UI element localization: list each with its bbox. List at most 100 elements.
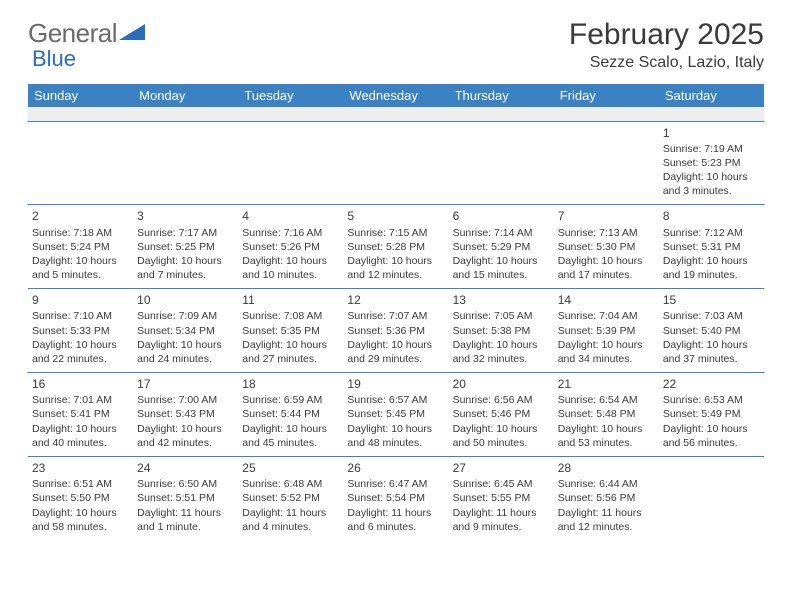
filler-cell	[449, 107, 554, 121]
sunset-line: Sunset: 5:25 PM	[137, 240, 234, 254]
calendar-day-cell: 8Sunrise: 7:12 AMSunset: 5:31 PMDaylight…	[659, 205, 764, 289]
sunrise-line: Sunrise: 6:50 AM	[137, 477, 234, 491]
day-header: Wednesday	[343, 84, 448, 107]
daylight-line: Daylight: 10 hours and 34 minutes.	[558, 338, 655, 366]
logo: General	[28, 18, 145, 49]
calendar-day-cell: 9Sunrise: 7:10 AMSunset: 5:33 PMDaylight…	[28, 289, 133, 373]
calendar-table: Sunday Monday Tuesday Wednesday Thursday…	[28, 84, 764, 540]
sunrise-line: Sunrise: 7:18 AM	[32, 226, 129, 240]
calendar-day-cell: 7Sunrise: 7:13 AMSunset: 5:30 PMDaylight…	[554, 205, 659, 289]
calendar-day-cell	[28, 121, 133, 205]
day-number: 16	[32, 376, 129, 392]
day-number: 20	[453, 376, 550, 392]
sunrise-line: Sunrise: 7:10 AM	[32, 309, 129, 323]
day-number: 18	[242, 376, 339, 392]
title-block: February 2025 Sezze Scalo, Lazio, Italy	[569, 18, 764, 72]
calendar-day-cell: 4Sunrise: 7:16 AMSunset: 5:26 PMDaylight…	[238, 205, 343, 289]
calendar-day-cell: 1Sunrise: 7:19 AMSunset: 5:23 PMDaylight…	[659, 121, 764, 205]
calendar-day-cell: 12Sunrise: 7:07 AMSunset: 5:36 PMDayligh…	[343, 289, 448, 373]
filler-cell	[238, 107, 343, 121]
day-number: 9	[32, 292, 129, 308]
day-number: 6	[453, 208, 550, 224]
day-header: Friday	[554, 84, 659, 107]
sunset-line: Sunset: 5:43 PM	[137, 407, 234, 421]
location: Sezze Scalo, Lazio, Italy	[569, 54, 764, 72]
sunset-line: Sunset: 5:28 PM	[347, 240, 444, 254]
calendar-day-cell	[659, 457, 764, 540]
daylight-line: Daylight: 10 hours and 48 minutes.	[347, 422, 444, 450]
calendar-day-cell: 6Sunrise: 7:14 AMSunset: 5:29 PMDaylight…	[449, 205, 554, 289]
filler-cell	[554, 107, 659, 121]
day-header: Tuesday	[238, 84, 343, 107]
day-header: Sunday	[28, 84, 133, 107]
calendar-day-cell: 15Sunrise: 7:03 AMSunset: 5:40 PMDayligh…	[659, 289, 764, 373]
day-number: 24	[137, 460, 234, 476]
logo-text-1: General	[28, 18, 117, 49]
sunrise-line: Sunrise: 6:53 AM	[663, 393, 760, 407]
calendar-day-cell: 21Sunrise: 6:54 AMSunset: 5:48 PMDayligh…	[554, 373, 659, 457]
sunrise-line: Sunrise: 7:03 AM	[663, 309, 760, 323]
sunrise-line: Sunrise: 6:45 AM	[453, 477, 550, 491]
calendar-day-cell: 17Sunrise: 7:00 AMSunset: 5:43 PMDayligh…	[133, 373, 238, 457]
sunset-line: Sunset: 5:52 PM	[242, 491, 339, 505]
sunset-line: Sunset: 5:36 PM	[347, 324, 444, 338]
sunrise-line: Sunrise: 7:19 AM	[663, 142, 760, 156]
day-number: 19	[347, 376, 444, 392]
daylight-line: Daylight: 10 hours and 56 minutes.	[663, 422, 760, 450]
day-number: 1	[663, 125, 760, 141]
sunset-line: Sunset: 5:55 PM	[453, 491, 550, 505]
logo-triangle-icon	[119, 22, 145, 42]
sunrise-line: Sunrise: 6:59 AM	[242, 393, 339, 407]
sunset-line: Sunset: 5:24 PM	[32, 240, 129, 254]
filler-cell	[343, 107, 448, 121]
day-number: 2	[32, 208, 129, 224]
day-number: 12	[347, 292, 444, 308]
sunset-line: Sunset: 5:49 PM	[663, 407, 760, 421]
daylight-line: Daylight: 10 hours and 40 minutes.	[32, 422, 129, 450]
month-title: February 2025	[569, 18, 764, 52]
sunset-line: Sunset: 5:45 PM	[347, 407, 444, 421]
calendar-header-row: Sunday Monday Tuesday Wednesday Thursday…	[28, 84, 764, 107]
calendar-week-row: 23Sunrise: 6:51 AMSunset: 5:50 PMDayligh…	[28, 457, 764, 540]
sunset-line: Sunset: 5:48 PM	[558, 407, 655, 421]
calendar-day-cell: 27Sunrise: 6:45 AMSunset: 5:55 PMDayligh…	[449, 457, 554, 540]
daylight-line: Daylight: 11 hours and 4 minutes.	[242, 506, 339, 534]
sunrise-line: Sunrise: 7:01 AM	[32, 393, 129, 407]
day-number: 10	[137, 292, 234, 308]
day-number: 27	[453, 460, 550, 476]
day-number: 7	[558, 208, 655, 224]
calendar-week-row: 1Sunrise: 7:19 AMSunset: 5:23 PMDaylight…	[28, 121, 764, 205]
day-header: Monday	[133, 84, 238, 107]
day-number: 17	[137, 376, 234, 392]
daylight-line: Daylight: 10 hours and 17 minutes.	[558, 254, 655, 282]
sunrise-line: Sunrise: 7:14 AM	[453, 226, 550, 240]
daylight-line: Daylight: 10 hours and 37 minutes.	[663, 338, 760, 366]
sunset-line: Sunset: 5:34 PM	[137, 324, 234, 338]
calendar-day-cell: 5Sunrise: 7:15 AMSunset: 5:28 PMDaylight…	[343, 205, 448, 289]
sunset-line: Sunset: 5:35 PM	[242, 324, 339, 338]
sunset-line: Sunset: 5:41 PM	[32, 407, 129, 421]
day-number: 14	[558, 292, 655, 308]
calendar-day-cell: 22Sunrise: 6:53 AMSunset: 5:49 PMDayligh…	[659, 373, 764, 457]
day-number: 3	[137, 208, 234, 224]
filler-cell	[28, 107, 133, 121]
day-number: 15	[663, 292, 760, 308]
calendar-day-cell: 25Sunrise: 6:48 AMSunset: 5:52 PMDayligh…	[238, 457, 343, 540]
daylight-line: Daylight: 11 hours and 1 minute.	[137, 506, 234, 534]
sunrise-line: Sunrise: 6:54 AM	[558, 393, 655, 407]
sunset-line: Sunset: 5:30 PM	[558, 240, 655, 254]
calendar-day-cell: 28Sunrise: 6:44 AMSunset: 5:56 PMDayligh…	[554, 457, 659, 540]
sunset-line: Sunset: 5:40 PM	[663, 324, 760, 338]
calendar-day-cell: 23Sunrise: 6:51 AMSunset: 5:50 PMDayligh…	[28, 457, 133, 540]
daylight-line: Daylight: 10 hours and 15 minutes.	[453, 254, 550, 282]
sunrise-line: Sunrise: 7:17 AM	[137, 226, 234, 240]
calendar-filler-row	[28, 107, 764, 121]
daylight-line: Daylight: 10 hours and 19 minutes.	[663, 254, 760, 282]
day-number: 22	[663, 376, 760, 392]
filler-cell	[133, 107, 238, 121]
daylight-line: Daylight: 11 hours and 9 minutes.	[453, 506, 550, 534]
sunset-line: Sunset: 5:54 PM	[347, 491, 444, 505]
daylight-line: Daylight: 11 hours and 12 minutes.	[558, 506, 655, 534]
calendar-day-cell: 18Sunrise: 6:59 AMSunset: 5:44 PMDayligh…	[238, 373, 343, 457]
sunrise-line: Sunrise: 7:08 AM	[242, 309, 339, 323]
